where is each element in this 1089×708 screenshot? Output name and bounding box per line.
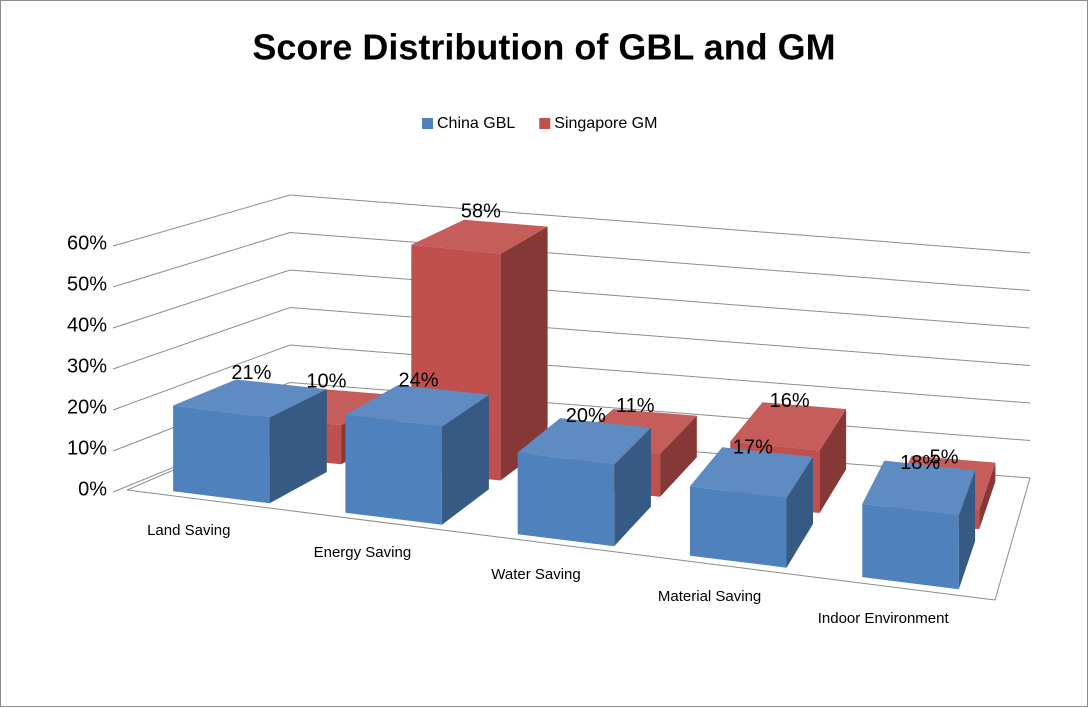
bar <box>345 385 489 525</box>
bars <box>173 219 996 590</box>
y-tick-label: 40% <box>67 314 107 336</box>
bar-side <box>786 456 813 568</box>
legend-swatch <box>422 118 433 129</box>
bar-front <box>173 405 270 504</box>
x-tick-label: Land Saving <box>147 522 230 539</box>
value-label: 24% <box>399 370 439 392</box>
legend-swatch <box>539 118 551 129</box>
bar-front <box>690 486 787 568</box>
bar <box>517 418 651 547</box>
x-tick-label: Indoor Environment <box>818 610 950 627</box>
bar-front <box>862 503 959 590</box>
floor-edge <box>126 489 996 601</box>
x-tick-label: Material Saving <box>658 588 761 605</box>
grid-line <box>112 194 1031 254</box>
bar-side <box>269 389 327 504</box>
value-label: 58% <box>461 201 501 223</box>
bar-top <box>173 379 327 418</box>
legend-label: China GBL <box>437 115 515 132</box>
grid-line <box>112 269 1031 329</box>
value-label: 10% <box>306 371 346 393</box>
bar-top <box>730 402 847 451</box>
bar <box>690 447 813 568</box>
bar-side <box>819 409 847 513</box>
bar-side <box>500 226 548 481</box>
bar-top <box>690 447 813 499</box>
chart-title: Score Distribution of GBL and GM <box>252 27 835 68</box>
value-label: 11% <box>616 395 655 417</box>
y-tick-label: 0% <box>78 478 107 500</box>
x-tick-label: Energy Saving <box>314 544 412 561</box>
value-label: 16% <box>770 390 810 412</box>
bar-side <box>614 427 651 547</box>
labels: 10% 58% 11% 16% 5% 21% 24% 20% 17% 18% Land Saving… <box>147 115 959 627</box>
bar-top <box>345 385 489 427</box>
x-tick-label: Water Saving <box>491 566 580 583</box>
value-label: 17% <box>733 436 773 458</box>
legend-label: Singapore GM <box>554 115 657 132</box>
value-label: 18% <box>900 452 940 474</box>
bar <box>862 460 976 590</box>
bar-side <box>958 470 976 590</box>
bar-top <box>862 460 976 516</box>
bar-side <box>441 394 489 525</box>
bar-top <box>517 418 651 465</box>
grid-line <box>112 344 1031 411</box>
bar-front <box>517 452 615 547</box>
bar <box>173 379 327 504</box>
value-label: 21% <box>231 362 271 384</box>
bar-side <box>660 415 697 497</box>
value-label: 20% <box>566 405 606 427</box>
y-tick-label: 30% <box>67 355 107 377</box>
value-label: 5% <box>930 446 959 468</box>
bar-front <box>345 414 442 525</box>
bar-top <box>411 219 548 254</box>
y-tick-label: 10% <box>67 437 107 459</box>
y-tick-label: 20% <box>67 396 107 418</box>
bar-side <box>979 462 996 530</box>
grid-line <box>112 306 1031 370</box>
y-tick-label: 50% <box>67 273 107 295</box>
grid-line <box>112 231 1031 291</box>
y-tick-label: 60% <box>67 232 107 254</box>
floor-edge <box>994 477 1031 601</box>
